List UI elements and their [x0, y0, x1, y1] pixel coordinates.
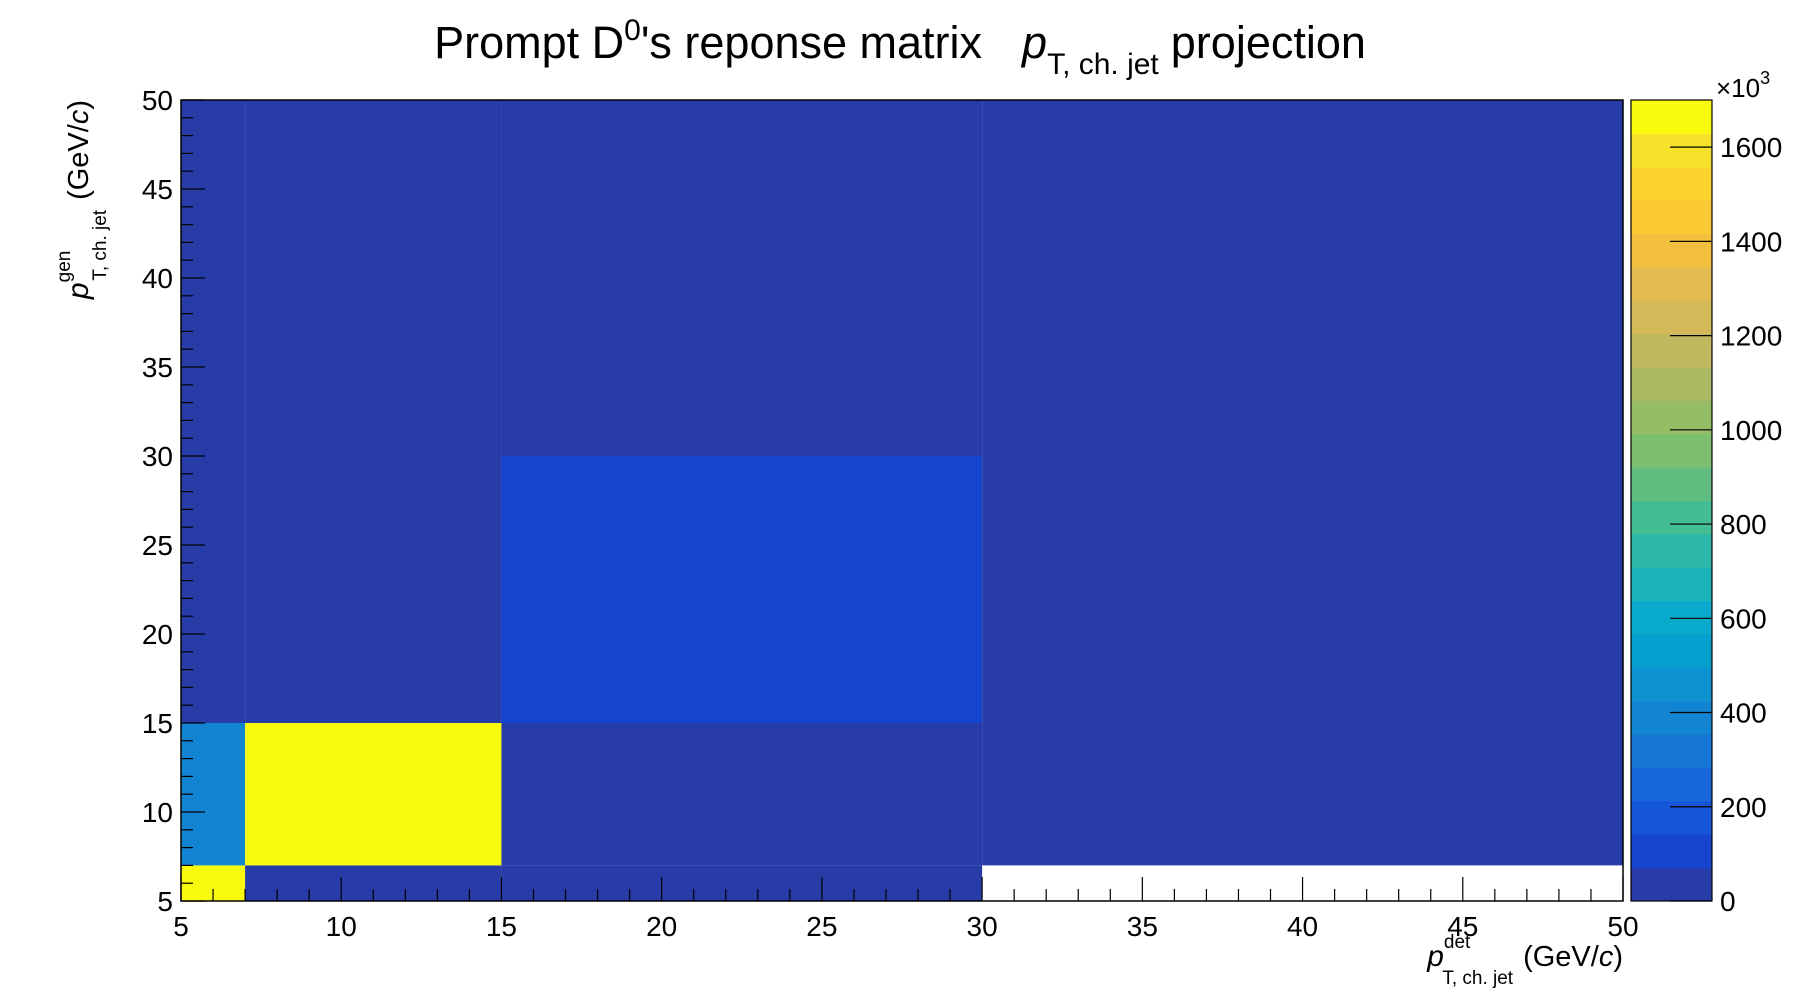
y-tick-label: 5: [157, 886, 173, 917]
heatmap-cell: [181, 456, 246, 723]
plot-frame: [180, 99, 1624, 902]
x-tick-label: 40: [1287, 911, 1318, 942]
colorbar-segment: [1631, 467, 1712, 501]
colorbar-segment: [1631, 767, 1712, 802]
x-tick-label: 10: [326, 911, 357, 942]
colorbar-tick-label: 1600: [1720, 132, 1782, 163]
y-tick-label: 10: [142, 797, 173, 828]
heatmap-cells: [181, 100, 1623, 901]
colorbar-segment: [1631, 133, 1712, 168]
heatmap-cell: [501, 100, 983, 456]
heatmap-cell: [245, 100, 502, 456]
x-tick-label: 35: [1127, 911, 1158, 942]
colorbar-tick-label: 600: [1720, 603, 1767, 634]
heatmap-cell: [245, 456, 502, 723]
colorbar-tick-label: 1000: [1720, 415, 1782, 446]
y-tick-label: 30: [142, 441, 173, 472]
colorbar-segment: [1631, 600, 1712, 635]
colorbar-tick-label: 0: [1720, 886, 1736, 917]
x-axis: 5 10 15 20 25 30 35 40 45 50: [173, 877, 1639, 942]
x-tick-label: 25: [806, 911, 837, 942]
colorbar-tick-label: 200: [1720, 792, 1767, 823]
colorbar-segment: [1631, 667, 1712, 702]
colorbar-segment: [1631, 533, 1712, 568]
colorbar-segment: [1631, 634, 1712, 668]
colorbar-segment: [1631, 233, 1712, 268]
heatmap-cell: [982, 100, 1623, 456]
colorbar-tick-label: 800: [1720, 509, 1767, 540]
heatmap-cell: [245, 723, 502, 866]
heatmap-cell: [982, 456, 1623, 723]
colorbar-segment: [1631, 266, 1712, 301]
y-tick-label: 35: [142, 352, 173, 383]
colorbar-segment: [1631, 400, 1712, 435]
y-tick-label: 15: [142, 708, 173, 739]
x-tick-label: 30: [967, 911, 998, 942]
chart-title: Prompt D0's reponse matrix pT, ch. jet pro…: [434, 14, 1366, 81]
x-tick-label: 15: [486, 911, 517, 942]
y-axis: 5 10 15 20 25 30 35 40 45 50: [142, 85, 205, 917]
x-axis-title: pdet T, ch. jet(GeV/c): [1426, 932, 1623, 989]
colorbar-segment: [1631, 200, 1712, 234]
x-tick-label: 45: [1447, 911, 1478, 942]
colorbar-segment: [1631, 800, 1712, 835]
colorbar-tick-label: 1400: [1720, 226, 1782, 257]
heatmap-cell: [982, 723, 1623, 866]
heatmap-cell: [501, 456, 983, 723]
colorbar-segment: [1631, 166, 1712, 201]
y-tick-label: 50: [142, 85, 173, 116]
colorbar: 0 200 400 600 800 1000 1200 1400 1600: [1630, 99, 1782, 917]
colorbar-segment: [1631, 367, 1712, 401]
heatmap-cell: [501, 865, 983, 901]
y-tick-label: 45: [142, 174, 173, 205]
y-tick-label: 20: [142, 619, 173, 650]
colorbar-segment: [1631, 333, 1712, 368]
x-tick-label: 50: [1607, 911, 1638, 942]
colorbar-segment: [1631, 567, 1712, 602]
colorbar-tick-label: 1200: [1720, 321, 1782, 352]
y-axis-title: pgen T, ch. jet(GeV/c): [54, 100, 111, 300]
x-tick-label: 20: [646, 911, 677, 942]
colorbar-segment: [1631, 834, 1712, 869]
colorbar-segment: [1631, 433, 1712, 468]
y-tick-label: 40: [142, 263, 173, 294]
colorbar-segment: [1631, 500, 1712, 535]
colorbar-segment: [1631, 300, 1712, 335]
colorbar-segment: [1631, 734, 1712, 768]
y-tick-label: 25: [142, 530, 173, 561]
heatmap-cell: [501, 723, 983, 866]
colorbar-multiplier: ×103: [1716, 68, 1770, 103]
colorbar-segment: [1631, 700, 1712, 735]
x-tick-label: 5: [173, 911, 189, 942]
colorbar-segment: [1631, 867, 1712, 902]
colorbar-segment: [1631, 100, 1712, 134]
colorbar-tick-label: 400: [1720, 698, 1767, 729]
